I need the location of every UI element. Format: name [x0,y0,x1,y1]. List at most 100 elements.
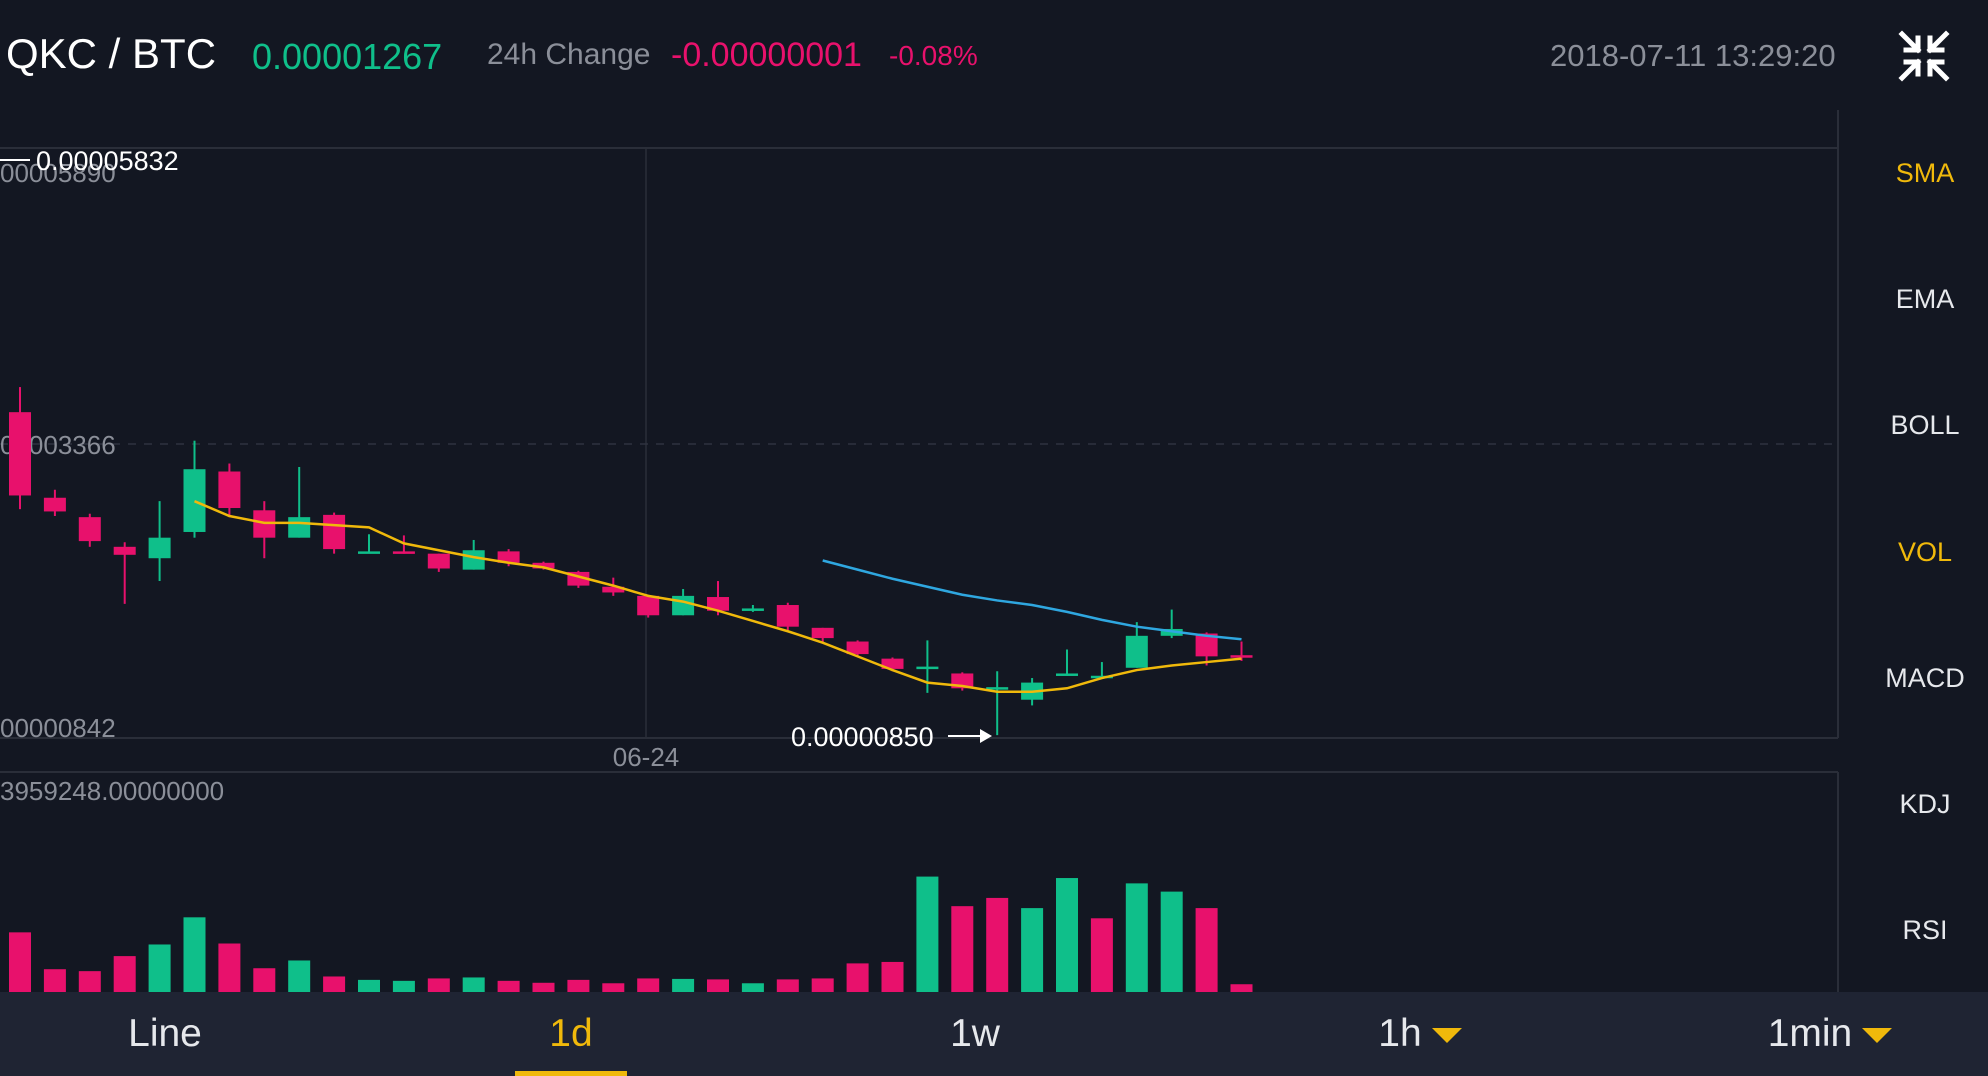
volume-bar [776,979,799,992]
volume-bar [1090,918,1113,992]
tab-1min-label: 1min [1767,1012,1853,1055]
collapse-arrows-icon [1898,30,1950,82]
candle-body [288,517,311,538]
tab-line-label: Line [128,1012,202,1055]
volume-bar [78,971,101,992]
pair-title[interactable]: QKC / BTC [6,30,217,77]
candle-body [427,553,450,569]
volume-bar [1125,883,1148,992]
volume-bar [392,980,415,992]
tab-1d-label: 1d [549,1012,593,1055]
candle-body [323,514,346,550]
candle-body [602,586,625,593]
volume-bar [602,983,625,992]
candle-body [148,537,171,559]
volume-bar [916,876,939,992]
volume-bar [427,978,450,992]
volume-bar [497,980,520,992]
candle-body [672,595,695,616]
volume-bar [881,961,904,992]
change-absolute: -0.00000001 [671,36,862,74]
indicator-macd[interactable]: MACD [1885,663,1965,693]
volume-bar [148,944,171,992]
volume-bar [323,976,346,992]
volume-bar [43,969,66,992]
volume-bar [707,979,729,992]
tab-line[interactable]: Line [90,1012,240,1056]
tab-1d[interactable]: 1d [495,1012,647,1056]
candle-body [776,605,799,627]
volume-layer [9,876,1253,992]
price-axis-top-label: 00005890 [0,158,116,188]
ticker-header: QKC / BTC 0.00001267 24h Change -0.00000… [0,0,1988,110]
candle-body [707,597,729,611]
candle-body [811,627,834,639]
tab-1min-dropdown[interactable]: 1min [1715,1012,1945,1056]
moving-average-layer [194,500,1242,693]
indicator-vol[interactable]: VOL [1897,537,1953,567]
candle-body [986,687,1009,690]
active-tab-indicator [515,1071,627,1076]
volume-bar [532,982,555,992]
volume-bar [672,978,695,992]
volume-bar [567,979,590,992]
volume-bar [253,968,276,992]
interval-bar: Line 1d 1w 1h 1min [0,992,1988,1076]
sma-long-line [822,559,1242,641]
candle-body [183,469,206,532]
candle-body [846,641,869,655]
candle-body [497,551,520,563]
volume-bar [1230,984,1253,992]
volume-bar [741,983,764,992]
candle-body [1125,635,1148,668]
volume-axis-max-label: 3959248.00000000 [0,776,224,806]
indicator-sma[interactable]: SMA [1895,158,1955,188]
indicator-kdj[interactable]: KDJ [1899,789,1951,819]
volume-bar [846,963,869,992]
candle-body [637,595,660,616]
volume-bar [183,917,206,992]
candle-body [358,551,380,554]
sma-short-line [194,500,1242,693]
low-price-label: 0.00000850 [791,722,934,752]
candle-body [392,551,415,554]
tab-1w-label: 1w [950,1012,1000,1055]
candle-body [78,517,101,542]
indicator-menu: SMA EMA BOLL VOL MACD KDJ RSI [1862,110,1988,992]
indicator-rsi[interactable]: RSI [1902,915,1948,945]
indicator-ema[interactable]: EMA [1895,284,1955,314]
volume-bar [1195,908,1218,992]
high-price-label: 0.00005832 [36,146,179,176]
candle-body [1195,633,1218,657]
price-axis-bottom-label: 00000842 [0,713,116,743]
candle-body [9,412,31,496]
chart-area[interactable]: 00005890 0.00005832 00003366 00000842 06… [0,110,1840,992]
change-percent: -0.08% [889,40,978,71]
tab-1h-label: 1h [1378,1012,1422,1055]
volume-bar [358,979,380,992]
collapse-button[interactable] [1898,30,1950,82]
volume-bar [637,978,660,992]
candle-body [881,658,904,669]
volume-bar [288,960,311,992]
volume-bar [951,906,974,992]
candle-body [1056,673,1078,676]
candle-body [113,546,136,555]
volume-bar [218,943,241,992]
indicator-boll[interactable]: BOLL [1890,410,1960,440]
candle-body [916,666,939,670]
candle-body [1230,655,1253,658]
candles-layer [9,387,1253,736]
low-marker-arrow [948,729,992,743]
caret-down-icon [1862,1028,1893,1044]
last-price: 0.00001267 [252,36,443,77]
volume-bar [462,977,485,992]
volume-bar [1160,891,1183,992]
volume-bar [1021,908,1044,992]
candle-body [43,497,66,512]
volume-bar [811,978,834,992]
tab-1w[interactable]: 1w [900,1012,1050,1056]
candlestick-chart[interactable]: 00005890 0.00005832 00003366 00000842 06… [0,110,1840,992]
date-axis-label: 06-24 [613,742,680,772]
tab-1h-dropdown[interactable]: 1h [1320,1012,1520,1056]
